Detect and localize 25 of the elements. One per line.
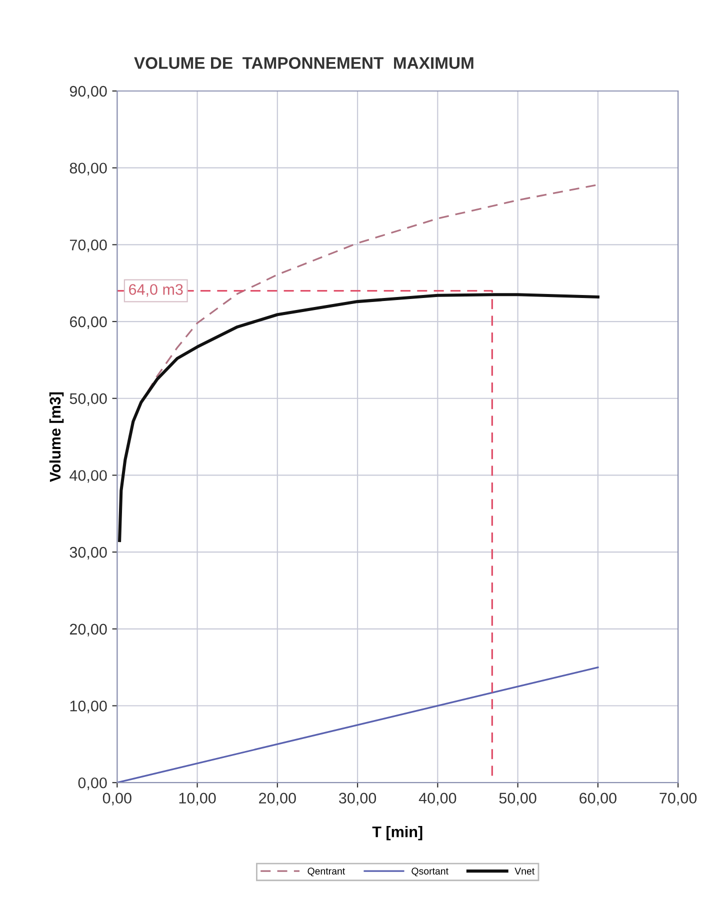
x-tick-label: 20,00 xyxy=(259,792,296,806)
x-tick-label: 40,00 xyxy=(418,792,456,806)
annotation: 64,0 m3 xyxy=(129,284,183,297)
y-tick-label: 60,00 xyxy=(70,316,107,330)
legend-label: Qsortant xyxy=(412,868,448,876)
x-tick-label: 0,00 xyxy=(102,792,132,806)
y-tick-label: 40,00 xyxy=(70,470,107,483)
x-tick-label: 60,00 xyxy=(580,792,616,806)
x-tick-label: 70,00 xyxy=(660,792,697,806)
chart-title: VOLUME DE TAMPONNEMENT MAXIMUM xyxy=(134,57,474,69)
x-axis-title: T [min] xyxy=(372,826,422,840)
y-tick-label: 30,00 xyxy=(70,546,107,560)
y-tick-label: 70,00 xyxy=(70,240,107,252)
legend-label: Qentrant xyxy=(308,868,346,876)
y-tick-label: 80,00 xyxy=(70,162,107,176)
y-tick-label: 90,00 xyxy=(70,86,107,98)
y-tick-label: 50,00 xyxy=(70,393,107,406)
y-tick-label: 10,00 xyxy=(70,700,107,714)
y-tick-label: 20,00 xyxy=(70,624,107,636)
x-tick-label: 50,00 xyxy=(499,792,536,806)
y-axis-title: Volume [m3] xyxy=(49,392,64,482)
x-tick-label: 10,00 xyxy=(179,792,216,806)
legend-label: Vnet xyxy=(514,868,535,875)
x-tick-label: 30,00 xyxy=(339,792,376,806)
y-tick-label: 0,00 xyxy=(78,777,107,790)
